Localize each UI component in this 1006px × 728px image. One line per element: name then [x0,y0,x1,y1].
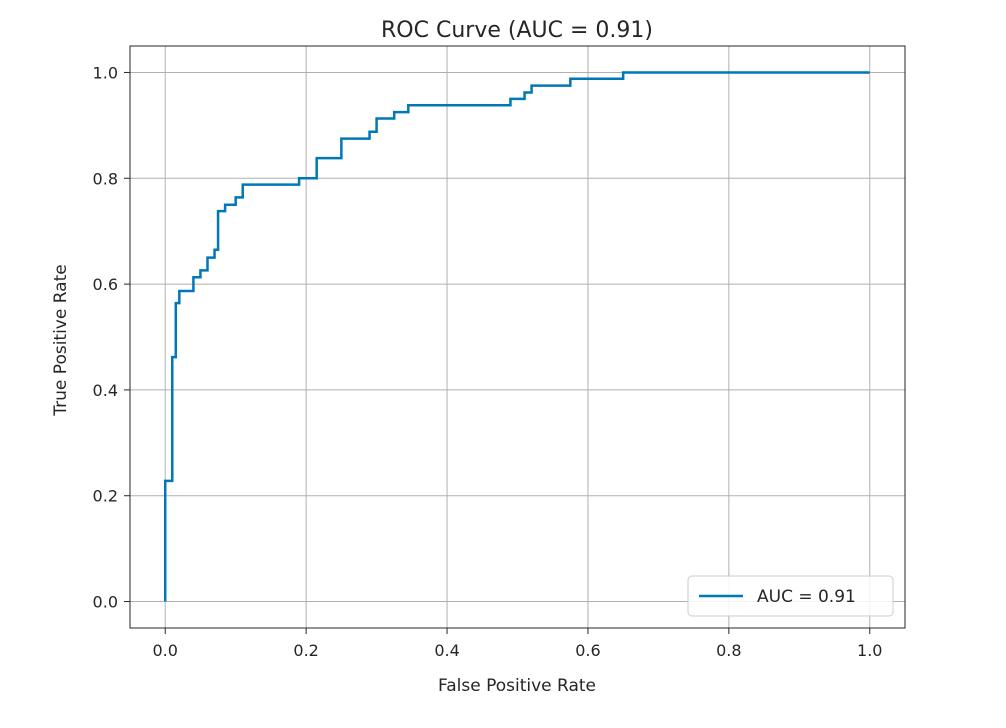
y-tick-label: 1.0 [93,63,118,82]
ticks: 0.0 0.2 0.4 0.6 0.8 1.0 0.0 0.2 0.4 0.6 0.8 1.0 [93,63,883,660]
x-tick-label: 0.2 [293,641,318,660]
series-layer [163,71,870,602]
x-tick-label: 0.6 [575,641,600,660]
x-tick-label: 0.8 [716,641,741,660]
y-tick-label: 0.6 [93,275,118,294]
legend-label: AUC = 0.91 [757,587,856,607]
chart-title: ROC Curve (AUC = 0.91) [381,18,653,43]
legend: AUC = 0.91 [687,575,894,617]
y-axis-label: True Positive Rate [51,264,71,416]
y-tick-label: 0.0 [93,593,118,612]
x-axis-label: False Positive Rate [438,676,596,696]
y-tick-label: 0.8 [93,169,118,188]
legend-box [687,575,894,617]
grid [130,46,905,628]
y-tick-label: 0.4 [93,381,118,400]
roc-curve-line [163,71,870,602]
y-tick-label: 0.2 [93,487,118,506]
x-tick-label: 0.4 [434,641,459,660]
x-tick-label: 1.0 [857,641,882,660]
plot-frame [129,45,906,629]
x-tick-label: 0.0 [153,641,178,660]
